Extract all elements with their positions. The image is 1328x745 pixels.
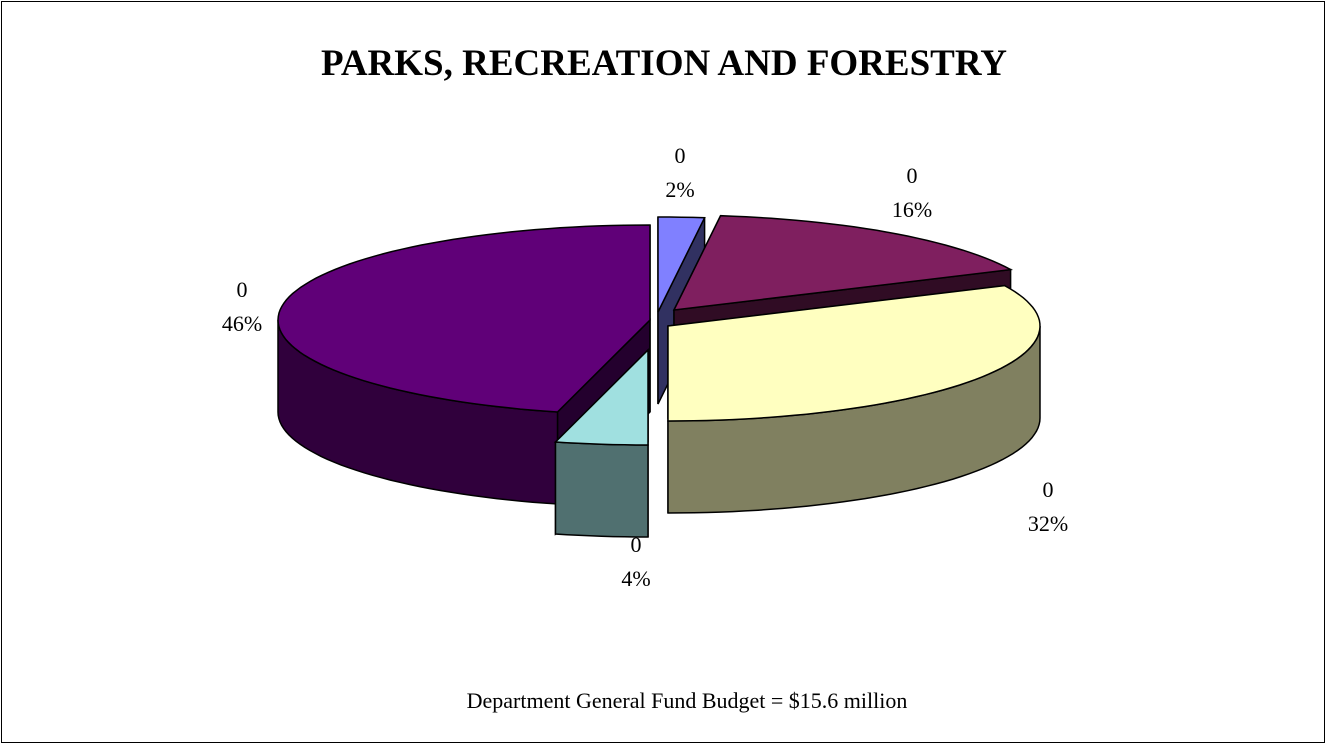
slice-4-percent-label: 46%	[222, 311, 262, 336]
slice-4-top	[277, 224, 651, 413]
slice-3-top	[553, 348, 649, 446]
slice-0-top	[657, 216, 706, 313]
budget-note: Department General Fund Budget = $15.6 m…	[466, 688, 908, 713]
slice-2-top	[667, 284, 1041, 422]
slice-2-category-label: 0	[1043, 477, 1054, 502]
slice-labels: 0 2% 0 16% 0 32% 0 4% 0 46%	[222, 143, 1068, 591]
slice-1-category-label: 0	[907, 163, 918, 188]
slice-0-percent-label: 2%	[665, 177, 694, 202]
slice-3-percent-label: 4%	[621, 566, 650, 591]
slice-3-category-label: 0	[631, 532, 642, 557]
chart-title: PARKS, RECREATION AND FORESTRY	[320, 43, 1008, 84]
pie-slice-3	[553, 348, 649, 538]
slice-2-percent-label: 32%	[1028, 511, 1068, 536]
slice-3-side	[554, 441, 649, 538]
slice-0-category-label: 0	[675, 143, 686, 168]
slice-1-top	[672, 214, 1014, 311]
pie-sides	[277, 214, 1041, 538]
slice-4-category-label: 0	[237, 277, 248, 302]
slice-1-percent-label: 16%	[892, 197, 932, 222]
pie-slice-2	[667, 284, 1041, 514]
